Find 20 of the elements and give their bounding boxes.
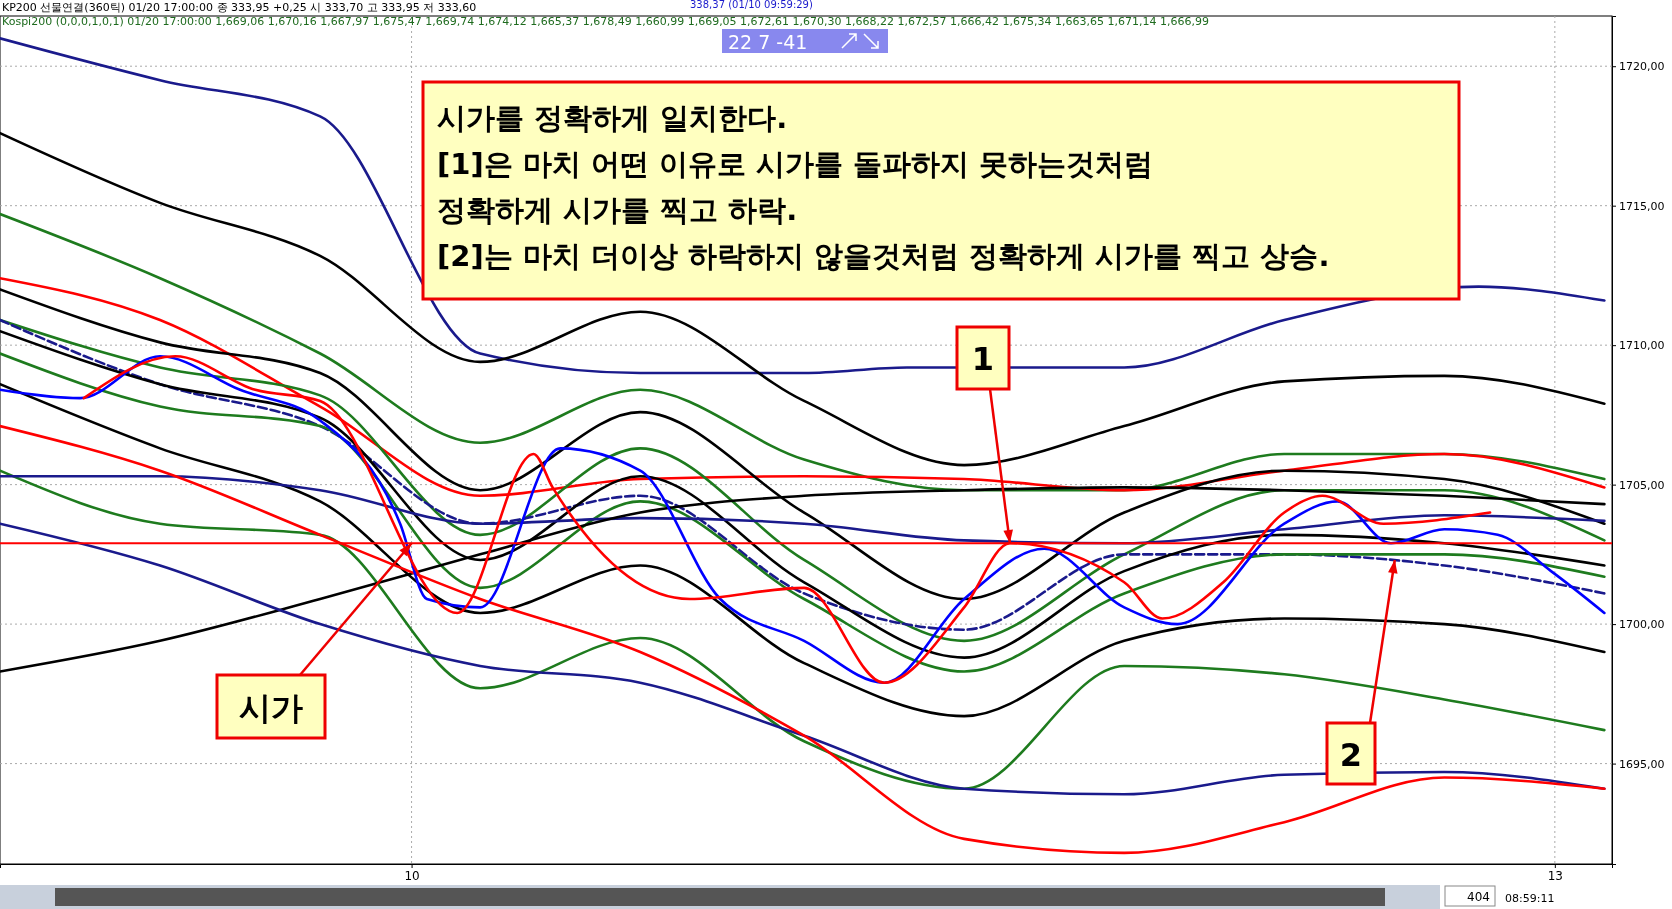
annotation: Kospi200 (0,0,0,1,0,1) 01/20 17:00:00 1,669,06 1,670,16 1,667,97 1,675,47 1,669,74 1,674,12 1,665,37 1,678,49 1,660,99 1,669,05 1,672,61 1,670,30 1,668,22 1,672,57 1,666,42 1,675,34 1,663,65 1,671,14 1,666,99: [2, 15, 1209, 28]
y-tick-label: 1695,00: [1619, 757, 1665, 771]
annotation: 22 7 -41: [728, 31, 808, 53]
y-tick-label: 1700,00: [1619, 618, 1665, 632]
x-tick-label: 13: [1547, 868, 1563, 883]
y-tick-label: 1705,00: [1619, 478, 1665, 492]
line-series: [0, 37, 1606, 375]
annotation: 2: [1339, 735, 1363, 774]
annotation: 시가: [239, 688, 303, 727]
text: KP200 선물연결(360틱) 01/20 17:00:00 종 333,95 +0,25 시 333,70 고 333,95 저 333,60: [2, 1, 477, 14]
text: 338,37 (01/10 09:59:29): [690, 0, 813, 10]
annotation: 1: [971, 340, 995, 378]
y-tick-label: 1715,00: [1619, 199, 1665, 213]
y-tick-label: 1720,00: [1619, 60, 1665, 74]
annotation: 시가를 정확하게 일치한다. [1]은 마치 어떤 이유로 시가를 돌파하지 못하는것처럼 정확하게 시가를 찍고 하락. [2]는 마치 더이상 하락하지 않을것처럼 정확하게 시가를 찍고 상승.: [437, 101, 1330, 273]
text: 08:59:11: [1505, 892, 1555, 905]
text: 404: [1467, 890, 1490, 904]
line-series: [0, 469, 1606, 790]
x-tick-label: 10: [404, 868, 420, 883]
y-tick-label: 1710,00: [1619, 339, 1665, 353]
